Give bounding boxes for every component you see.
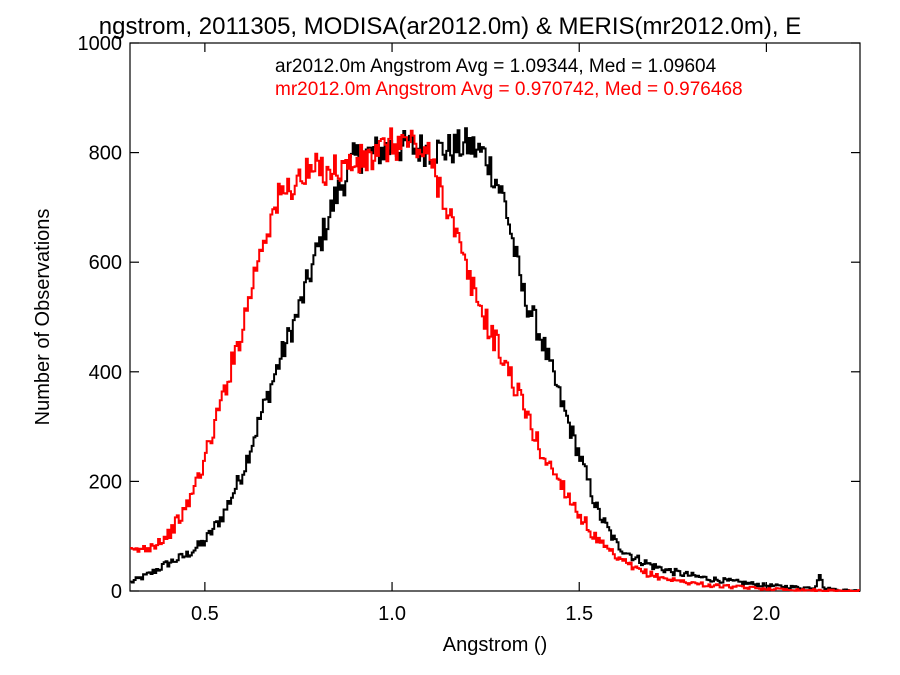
plot-frame bbox=[129, 42, 861, 592]
series-layer bbox=[130, 127, 860, 592]
y-tick-label: 0 bbox=[111, 581, 122, 603]
legend-entry-mr2012: mr2012.0m Angstrom Avg = 0.970742, Med =… bbox=[275, 79, 743, 100]
x-tick-label: 2.0 bbox=[753, 603, 781, 625]
y-axis-ticks: 0 200 400 600 800 1000 bbox=[78, 33, 860, 603]
y-tick-label: 200 bbox=[89, 471, 122, 493]
x-tick-label: 1.5 bbox=[565, 603, 593, 625]
y-axis-label: Number of Observations bbox=[32, 209, 54, 426]
legend: ar2012.0m Angstrom Avg = 1.09344, Med = … bbox=[275, 56, 743, 100]
x-axis-ticks: 0.5 1.0 1.5 2.0 bbox=[191, 43, 780, 625]
chart-title: ngstrom, 2011305, MODISA(ar2012.0m) & ME… bbox=[99, 13, 801, 40]
y-tick-label: 1000 bbox=[78, 33, 123, 55]
plot-area: 0.5 1.0 1.5 2.0 0 200 400 600 800 1000 bbox=[78, 33, 861, 625]
y-tick-label: 400 bbox=[89, 362, 122, 384]
legend-entry-ar2012: ar2012.0m Angstrom Avg = 1.09344, Med = … bbox=[275, 56, 717, 77]
series-line-0 bbox=[130, 127, 860, 592]
y-tick-label: 800 bbox=[89, 143, 122, 165]
x-tick-label: 0.5 bbox=[191, 603, 219, 625]
y-tick-label: 600 bbox=[89, 252, 122, 274]
x-tick-label: 1.0 bbox=[378, 603, 406, 625]
series-line-1 bbox=[130, 127, 860, 592]
x-axis-label: Angstrom () bbox=[443, 634, 547, 656]
